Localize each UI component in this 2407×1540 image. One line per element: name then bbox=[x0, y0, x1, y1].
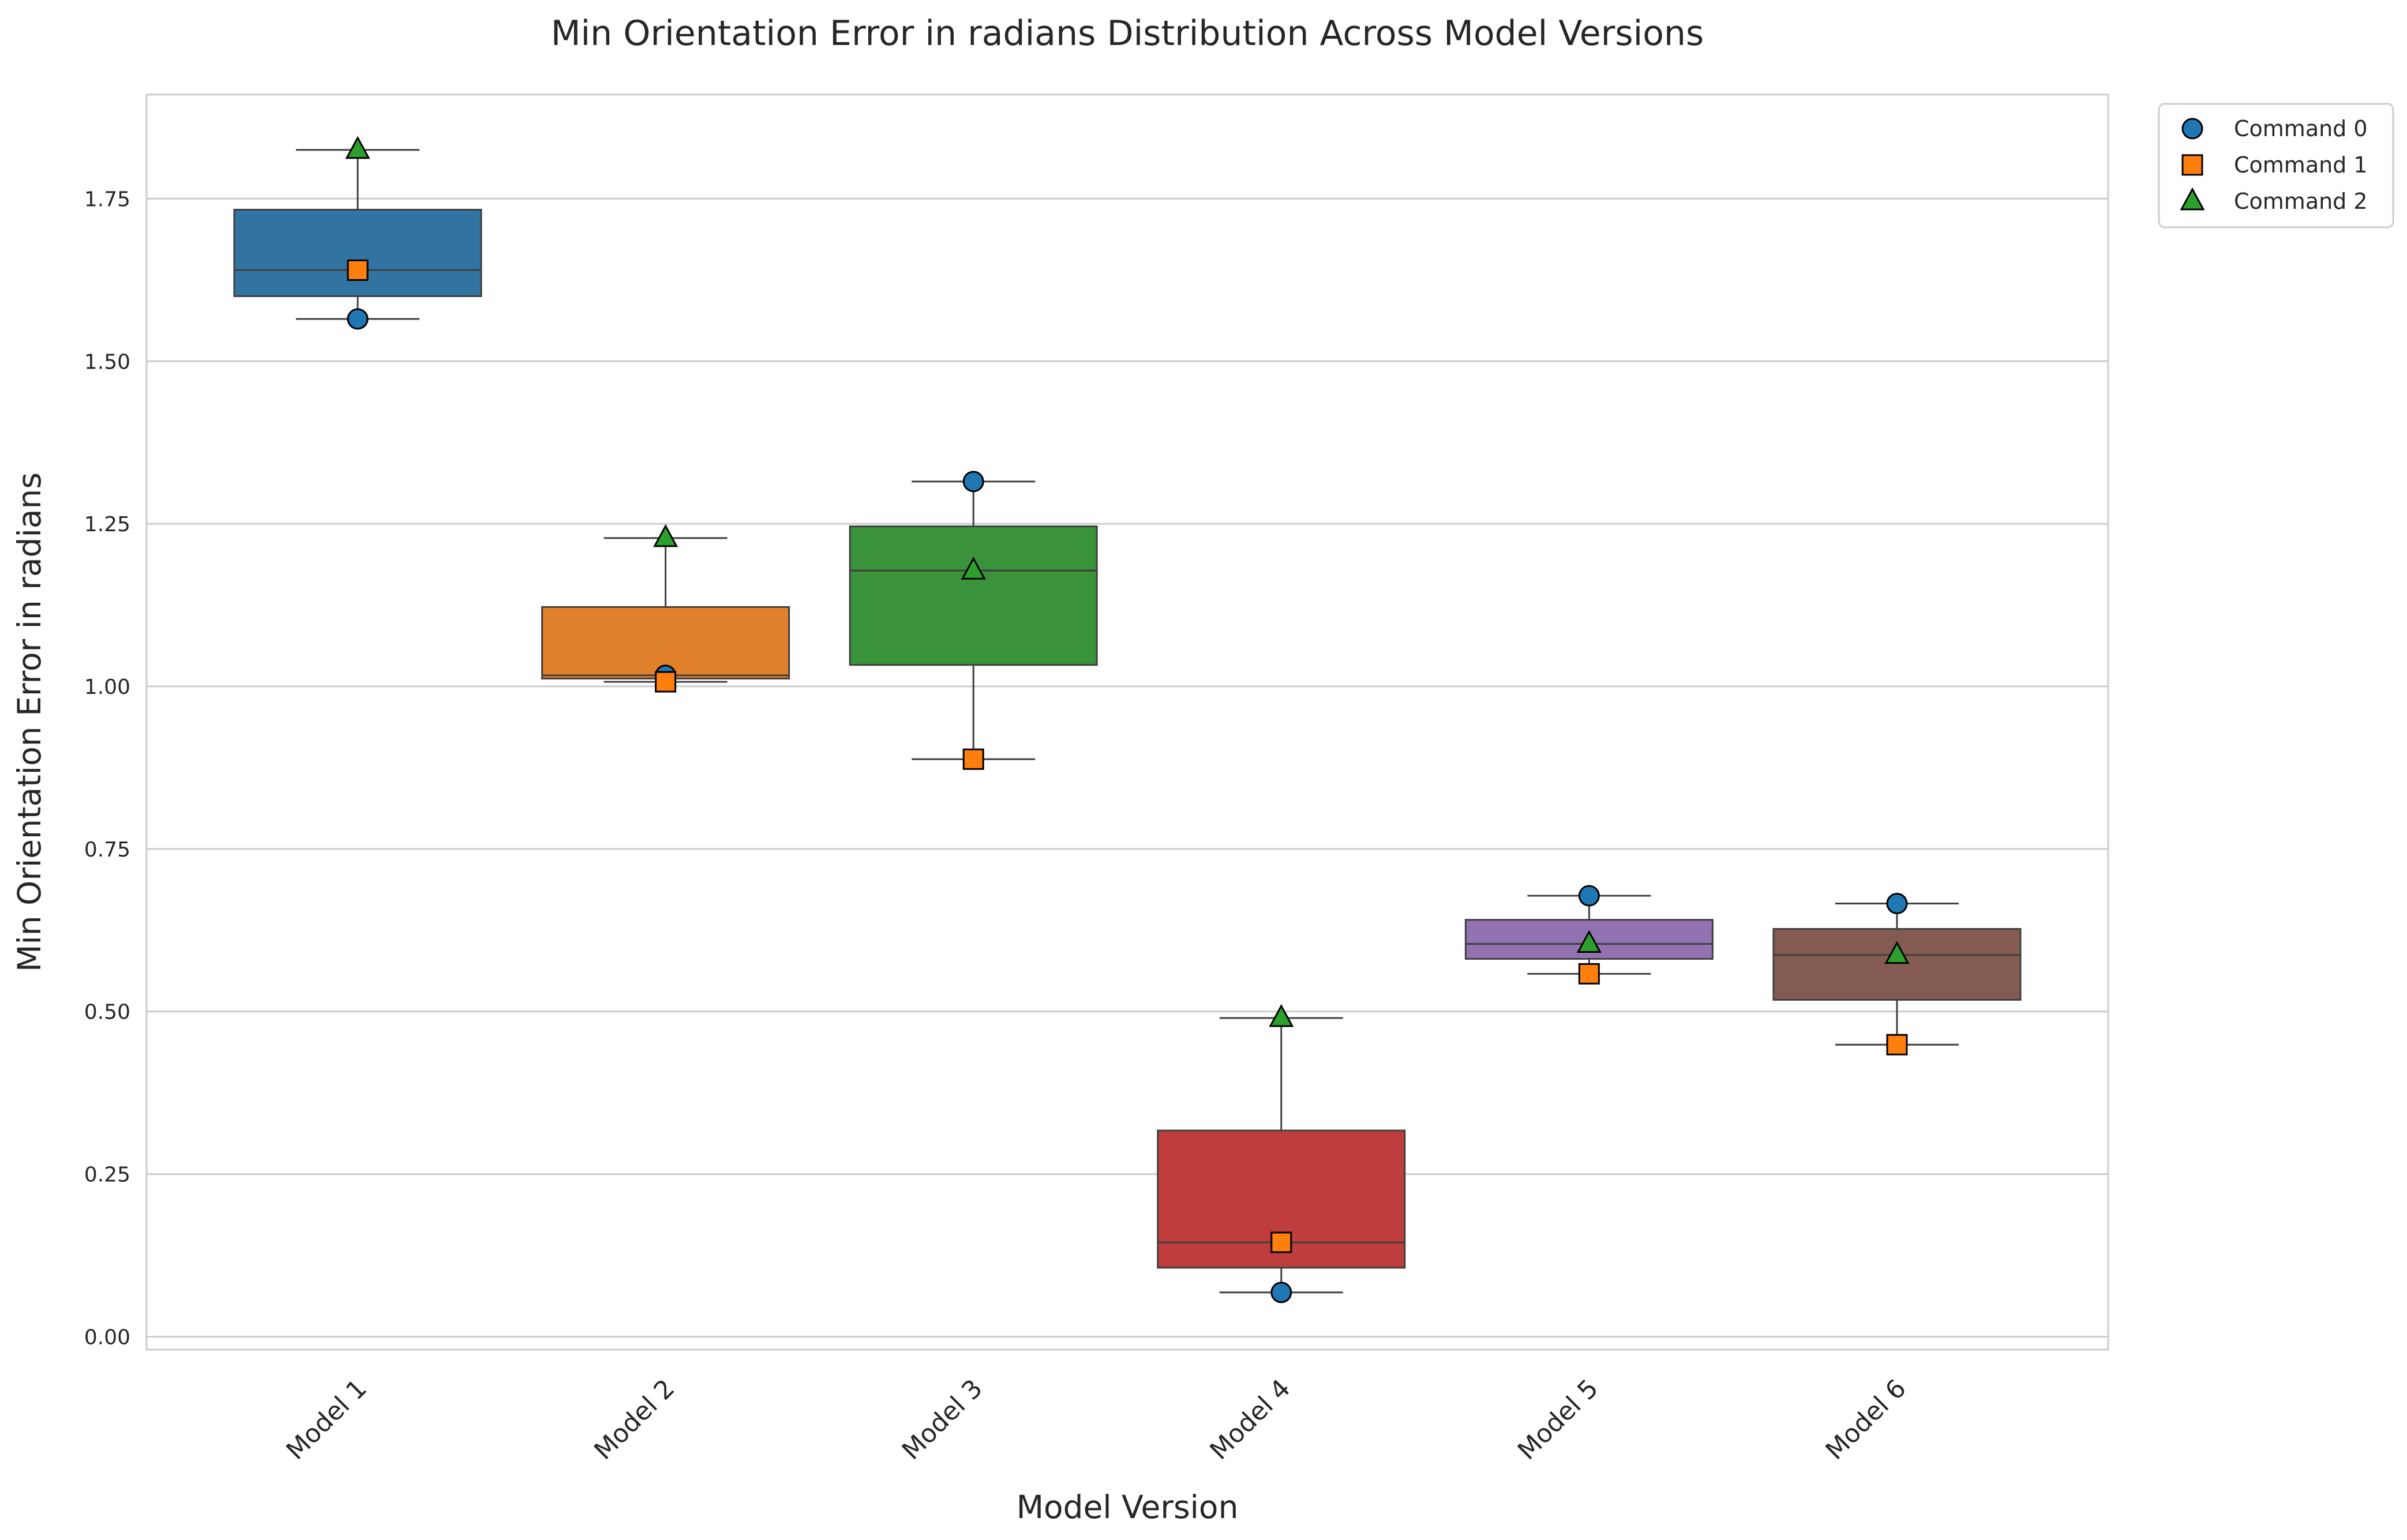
point-triangle-model-4 bbox=[1269, 1004, 1294, 1027]
y-tick-label: 0.75 bbox=[84, 838, 130, 862]
point-triangle-model-2 bbox=[653, 524, 678, 547]
y-tick-label: 0.25 bbox=[84, 1163, 130, 1187]
y-tick-label: 1.25 bbox=[84, 513, 130, 536]
point-triangle-model-6 bbox=[1884, 941, 1910, 964]
point-square-model-1 bbox=[347, 259, 369, 281]
y-tick-label: 1.50 bbox=[84, 350, 130, 374]
legend-label: Command 0 bbox=[2234, 116, 2368, 141]
legend-label: Command 1 bbox=[2234, 152, 2368, 178]
point-circle-model-3 bbox=[962, 471, 984, 493]
point-square-model-5 bbox=[1578, 963, 1600, 985]
point-square-model-2 bbox=[655, 671, 677, 693]
legend-marker-3 bbox=[2180, 187, 2205, 211]
point-circle-model-1 bbox=[347, 308, 369, 330]
legend-frame bbox=[2158, 103, 2394, 228]
legend-label: Command 2 bbox=[2234, 189, 2368, 214]
y-tick-label: 1.75 bbox=[84, 187, 130, 211]
box-body bbox=[1772, 928, 2022, 1001]
point-square-model-4 bbox=[1270, 1231, 1292, 1253]
legend: Command 0 Command 1 Command 2 bbox=[2158, 103, 2394, 228]
point-circle-model-6 bbox=[1886, 893, 1908, 915]
x-axis-label: Model Version bbox=[1017, 1489, 1239, 1526]
box-3 bbox=[849, 480, 1098, 760]
point-circle-model-4 bbox=[1270, 1282, 1292, 1304]
y-axis-label: Min Orientation Error in radians bbox=[11, 472, 48, 972]
point-triangle-model-1 bbox=[345, 136, 370, 159]
y-tick-label: 0.00 bbox=[84, 1325, 130, 1349]
legend-marker-1 bbox=[2181, 118, 2203, 140]
point-triangle-model-5 bbox=[1576, 930, 1602, 953]
legend-marker-2 bbox=[2181, 154, 2203, 176]
chart-title: Min Orientation Error in radians Distrib… bbox=[551, 13, 1704, 54]
point-circle-model-5 bbox=[1578, 885, 1600, 907]
y-tick-label: 1.00 bbox=[84, 675, 130, 699]
point-square-model-3 bbox=[962, 748, 984, 770]
point-triangle-model-3 bbox=[961, 557, 986, 580]
y-tick-label: 0.50 bbox=[84, 1001, 130, 1024]
point-square-model-6 bbox=[1886, 1034, 1908, 1056]
box-body bbox=[233, 209, 482, 298]
plot-area-frame bbox=[145, 93, 2109, 1351]
box-body bbox=[849, 525, 1098, 666]
